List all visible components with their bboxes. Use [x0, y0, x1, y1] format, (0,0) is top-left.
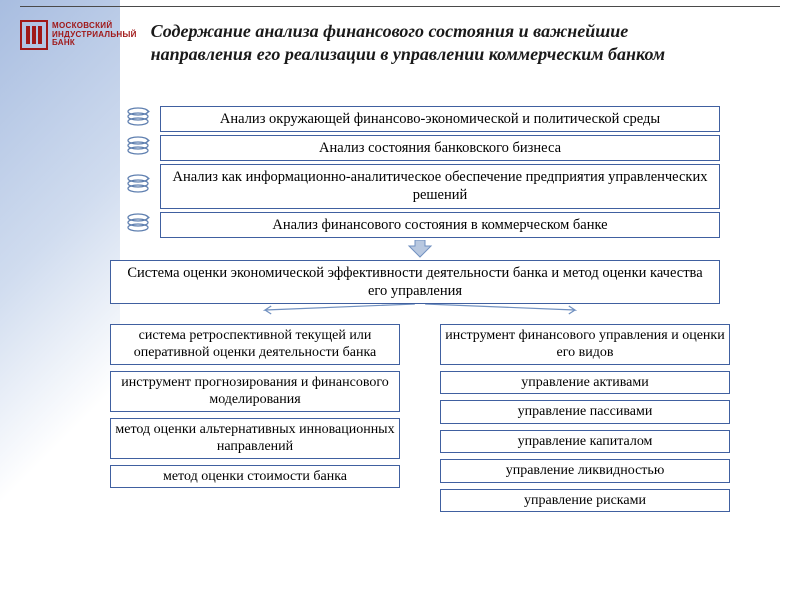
stack-row: Анализ финансового состояния в коммерчес… — [160, 212, 720, 238]
logo-text: МОСКОВСКИЙ ИНДУСТРИАЛЬНЫЙ БАНК — [52, 22, 137, 48]
two-columns: система ретроспективной текущей или опер… — [110, 324, 730, 513]
system-box: Система оценки экономической эффективнос… — [110, 260, 720, 304]
stack-box-2: Анализ как информационно-аналитическое о… — [160, 164, 720, 208]
iteration-icon — [124, 210, 152, 239]
logo-line3: БАНК — [52, 39, 137, 48]
bank-logo: МОСКОВСКИЙ ИНДУСТРИАЛЬНЫЙ БАНК — [20, 20, 137, 50]
left-box-0: система ретроспективной текущей или опер… — [110, 324, 400, 365]
stack-row: Анализ состояния банковского бизнеса — [160, 135, 720, 161]
top-border-line — [20, 6, 780, 7]
right-box-4: управление ликвидностью — [440, 459, 730, 483]
right-box-2: управление пассивами — [440, 400, 730, 424]
iteration-icon — [124, 134, 152, 163]
logo-icon — [20, 20, 48, 50]
diagram-container: Анализ окружающей финансово-экономическо… — [90, 106, 750, 512]
right-column: инструмент финансового управления и оцен… — [440, 324, 730, 513]
arrow-down-icon — [90, 240, 750, 258]
header: МОСКОВСКИЙ ИНДУСТРИАЛЬНЫЙ БАНК Содержани… — [20, 20, 780, 65]
stack-row: Анализ окружающей финансово-экономическо… — [160, 106, 720, 132]
left-box-2: метод оценки альтернативных инновационны… — [110, 418, 400, 459]
page-title: Содержание анализа финансового состояния… — [151, 20, 711, 65]
right-box-3: управление капиталом — [440, 430, 730, 454]
stack-group: Анализ окружающей финансово-экономическо… — [160, 106, 720, 238]
left-column: система ретроспективной текущей или опер… — [110, 324, 400, 513]
left-box-3: метод оценки стоимости банка — [110, 465, 400, 489]
stack-box-1: Анализ состояния банковского бизнеса — [160, 135, 720, 161]
stack-box-0: Анализ окружающей финансово-экономическо… — [160, 106, 720, 132]
iteration-icon — [124, 105, 152, 134]
stack-box-3: Анализ финансового состояния в коммерчес… — [160, 212, 720, 238]
right-box-5: управление рисками — [440, 489, 730, 513]
left-box-1: инструмент прогнозирования и финансового… — [110, 371, 400, 412]
right-box-1: управление активами — [440, 371, 730, 395]
stack-row: Анализ как информационно-аналитическое о… — [160, 164, 720, 208]
right-box-0: инструмент финансового управления и оцен… — [440, 324, 730, 365]
iteration-icon — [124, 172, 152, 201]
split-arrows — [110, 304, 730, 316]
